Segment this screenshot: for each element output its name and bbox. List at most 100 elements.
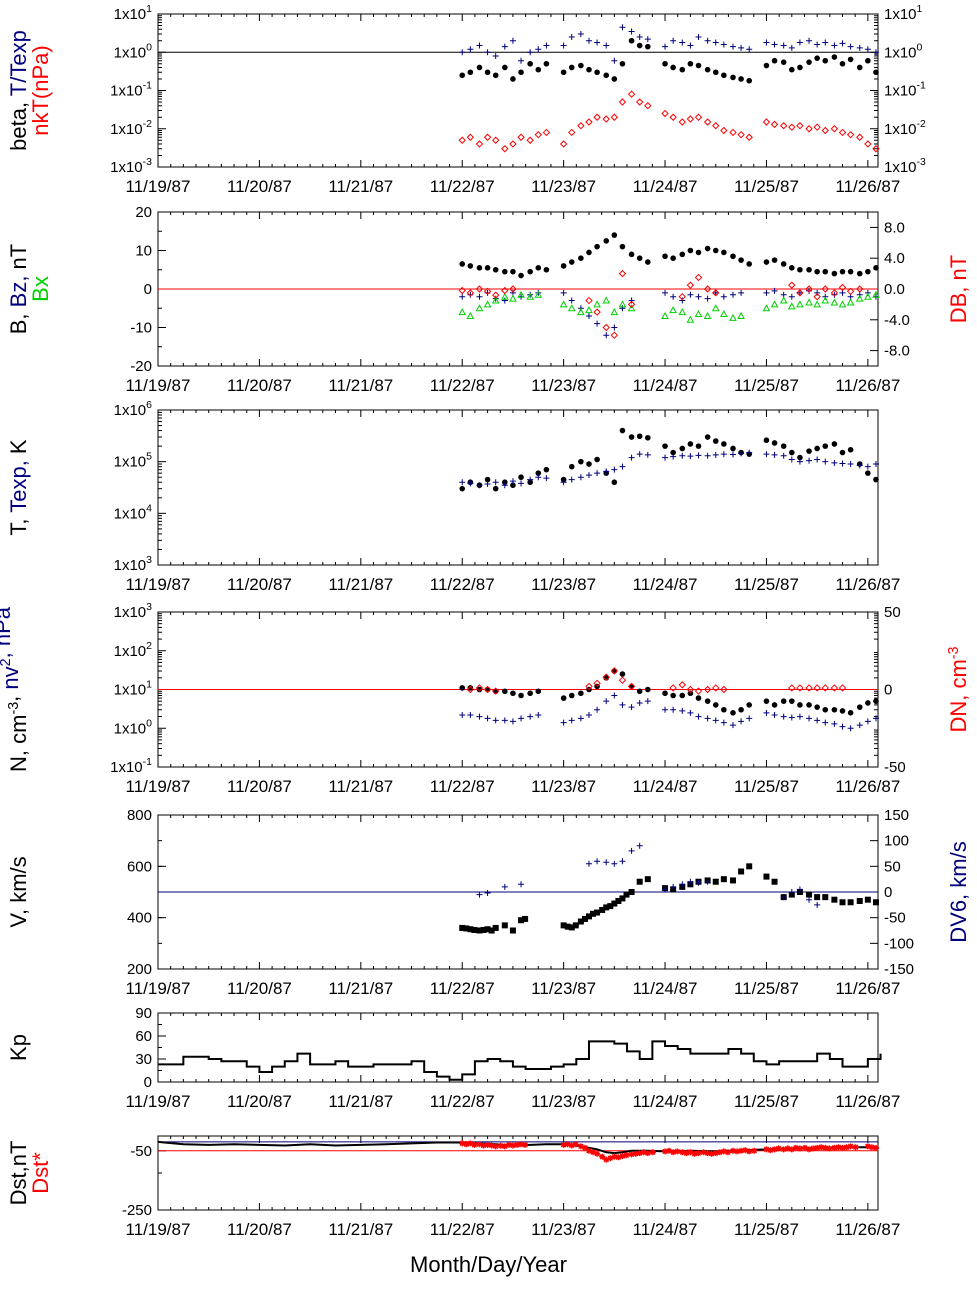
- point-bfield-3-2: [475, 285, 484, 293]
- point-beta-1-45: [864, 46, 871, 53]
- y-label-density: N, cm-3, nv2, nPa: [0, 606, 31, 772]
- point-beta-2-19: [627, 90, 636, 98]
- x-tick-label-velocity-4: 11/23/87: [531, 979, 596, 998]
- point-velocity-0-38: [712, 878, 719, 885]
- point-beta-2-46: [872, 145, 880, 153]
- point-dst-1-84: [872, 1144, 879, 1151]
- point-velocity-0-44: [771, 878, 778, 885]
- point-velocity-0-43: [763, 873, 770, 880]
- point-beta-0-10: [543, 60, 550, 67]
- point-beta-1-37: [796, 39, 803, 46]
- point-beta-0-3: [484, 69, 491, 76]
- point-beta-1-21: [644, 36, 651, 43]
- point-dst-1-71: [810, 1145, 817, 1152]
- point-beta-2-8: [526, 136, 534, 144]
- point-density-0-42: [847, 710, 854, 716]
- point-beta-1-28: [712, 39, 719, 46]
- x-tick-label-beta-0: 11/19/87: [126, 177, 191, 196]
- y2-tick-label-beta-4: 1x101: [884, 3, 923, 23]
- point-beta-0-43: [847, 56, 854, 63]
- point-velocity-0-17: [577, 918, 584, 925]
- point-dst-1-35: [640, 1149, 647, 1156]
- point-beta-0-2: [476, 64, 483, 71]
- point-bfield-3-13: [678, 292, 686, 301]
- point-velocity-0-29: [628, 889, 635, 895]
- point-density-0-40: [831, 706, 838, 713]
- point-bfield-3-1: [466, 289, 475, 297]
- point-bfield-2-11: [567, 304, 576, 312]
- point-beta-0-20: [636, 42, 643, 49]
- point-bfield-0-31: [738, 257, 744, 263]
- point-bfield-1-15: [603, 332, 610, 339]
- point-bfield-2-17: [618, 300, 627, 308]
- x-tick-label-bfield-3: 11/22/87: [430, 376, 495, 395]
- point-beta-0-22: [662, 60, 668, 67]
- point-beta-1-31: [738, 44, 745, 51]
- point-beta-1-44: [856, 44, 863, 51]
- point-dst-1-56: [738, 1147, 745, 1154]
- point-bfield-0-33: [763, 259, 770, 265]
- point-beta-0-36: [789, 66, 795, 73]
- point-density-1-32: [763, 709, 770, 716]
- x-tick-label-kp-7: 11/26/87: [835, 1092, 900, 1111]
- point-beta-0-29: [721, 72, 727, 79]
- point-temp-0-45: [865, 470, 871, 476]
- point-beta-1-14: [585, 37, 592, 44]
- point-beta-0-44: [856, 64, 863, 71]
- point-temp-1-0: [459, 479, 466, 486]
- point-bfield-2-41: [864, 292, 872, 300]
- point-beta-1-8: [527, 49, 534, 56]
- point-beta-0-26: [695, 62, 702, 69]
- point-bfield-1-28: [738, 289, 745, 296]
- point-dst-1-39: [666, 1147, 673, 1154]
- point-beta-1-42: [839, 40, 846, 47]
- point-temp-1-11: [560, 479, 567, 486]
- point-bfield-0-30: [730, 253, 736, 260]
- point-velocity-1-5: [594, 858, 601, 865]
- point-bfield-2-6: [509, 294, 517, 302]
- point-density-1-36: [796, 713, 803, 720]
- point-density-2-12: [686, 685, 695, 694]
- point-beta-0-4: [492, 72, 499, 79]
- point-velocity-0-23: [603, 904, 610, 911]
- point-temp-1-43: [847, 461, 854, 468]
- point-beta-2-25: [686, 115, 695, 123]
- point-temp-0-15: [594, 456, 600, 463]
- point-dst-1-9: [497, 1142, 504, 1149]
- point-beta-2-23: [669, 113, 677, 121]
- point-beta-0-12: [568, 64, 575, 71]
- point-bfield-1-21: [679, 297, 686, 304]
- point-bfield-1-13: [585, 312, 592, 319]
- point-temp-0-6: [510, 482, 516, 489]
- x-axis-label: Month/Day/Year: [410, 1252, 567, 1277]
- point-velocity-0-24: [607, 903, 614, 910]
- point-bfield-0-13: [578, 255, 584, 261]
- point-velocity-0-13: [560, 922, 567, 929]
- point-velocity-0-40: [729, 877, 736, 884]
- point-density-1-25: [695, 713, 702, 720]
- point-beta-1-10: [543, 42, 550, 49]
- point-dst-1-17: [564, 1141, 571, 1148]
- point-velocity-1-7: [611, 860, 618, 867]
- point-bfield-0-4: [492, 266, 499, 273]
- point-velocity-0-8: [492, 924, 499, 931]
- point-bfield-0-44: [856, 270, 863, 277]
- point-bfield-0-35: [780, 261, 787, 267]
- point-density-1-39: [822, 719, 829, 726]
- point-dst-1-77: [835, 1144, 842, 1151]
- point-velocity-1-10: [636, 842, 643, 849]
- point-dst-1-78: [839, 1144, 846, 1151]
- point-bfield-3-11: [618, 269, 627, 278]
- point-density-1-40: [831, 720, 838, 727]
- point-bfield-1-32: [788, 293, 795, 300]
- point-bfield-3-4: [491, 291, 500, 299]
- point-velocity-1-1: [484, 890, 491, 897]
- point-velocity-0-14: [564, 923, 571, 930]
- point-temp-1-46: [872, 461, 879, 468]
- point-bfield-0-18: [619, 243, 626, 250]
- point-velocity-0-41: [738, 868, 745, 875]
- x-tick-label-density-0: 11/19/87: [126, 777, 191, 796]
- point-density-0-12: [578, 690, 584, 697]
- point-beta-0-15: [594, 69, 600, 76]
